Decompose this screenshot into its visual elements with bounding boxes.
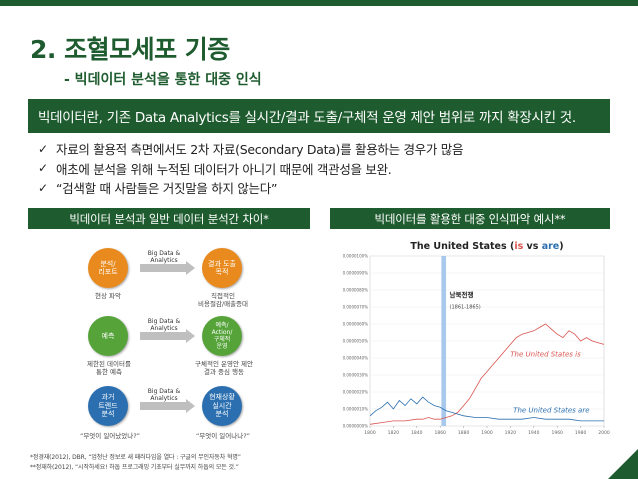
arrow-label: Big Data & Analytics	[147, 250, 181, 265]
definition-banner-text: 빅데이터란, 기존 Data Analytics를 실시간/결과 도출/구체적 …	[38, 110, 576, 126]
x-tick-label: 1980	[575, 430, 587, 436]
annotation-civil-war-years: (1861-1865)	[450, 305, 481, 311]
definition-banner: 빅데이터란, 기존 Data Analytics를 실시간/결과 도출/구체적 …	[28, 99, 610, 133]
series-line-is	[369, 323, 605, 425]
x-tick-label: 1920	[505, 430, 517, 436]
ngram-chart-svg: The United States (is vs are) 0.0000100% 0…	[343, 241, 610, 436]
bullet-item: ✓ 자료의 활용적 측면에서도 2차 자료(Secondary Data)를 활용…	[38, 139, 463, 159]
bullet-item: ✓ “검색할 때 사람들은 거짓말을 하지 않는다”	[38, 178, 463, 198]
footnote-2: **정재하(2012), “시작하세요! 하둡 프로그래밍 기초부터 실무까지 …	[30, 464, 239, 471]
arrow-icon	[140, 329, 195, 343]
x-tick-label: 1840	[411, 430, 423, 436]
y-tick-label: 0.0000100%	[343, 254, 369, 259]
bullet-item: ✓ 애초에 분석을 위해 누적된 데이터가 아니기 때문에 객관성을 보완.	[38, 159, 463, 179]
x-tick-label: 1900	[481, 430, 493, 436]
comparison-diagram: 분석/ 리포트 Big Data & Analytics 결과 도출 목적 현상…	[38, 236, 296, 448]
diagram-circle-left: 분석/ 리포트	[88, 248, 128, 288]
diagram-caption-right: “무엇이 일어나나?”	[195, 432, 251, 440]
y-tick-label: 0.0000040%	[343, 356, 369, 361]
checkmark-icon: ✓	[38, 180, 48, 195]
diagram-circle-left: 과거 트렌드 분석	[88, 386, 128, 426]
diagram-caption-left: 현상 파악	[95, 292, 121, 300]
diagram-circle-right: 결과 도출 목적	[202, 248, 242, 288]
arrow-label: Big Data & Analytics	[147, 388, 181, 403]
slide-title: 2. 조혈모세포 기증	[30, 35, 230, 64]
y-tick-label: 0.0000030%	[343, 373, 369, 378]
bullet-text: 자료의 활용적 측면에서도 2차 자료(Secondary Data)를 활용하…	[56, 142, 464, 158]
checkmark-icon: ✓	[38, 161, 48, 176]
x-tick-label: 1820	[388, 430, 400, 436]
right-panel-title: 빅데이터를 활용한 대중 인식파악 예시**	[374, 211, 566, 226]
bullet-text: 애초에 분석을 위해 누적된 데이터가 아니기 때문에 객관성을 보완.	[56, 161, 392, 177]
circle-label: 현재상황 실시간 분석	[209, 393, 235, 419]
x-tick-label: 1940	[528, 430, 540, 436]
diagram-circle-right: 현재상황 실시간 분석	[202, 386, 242, 426]
x-tick-label: 1860	[434, 430, 446, 436]
circle-label: 결과 도출 목적	[208, 259, 236, 276]
x-tick-label: 2000	[598, 430, 610, 436]
y-tick-label: 0.0000060%	[343, 322, 369, 327]
bullet-list: ✓ 자료의 활용적 측면에서도 2차 자료(Secondary Data)를 활용…	[38, 139, 463, 198]
series-label-is: The United States is	[510, 350, 581, 358]
y-tick-label: 0.0000000%	[343, 424, 369, 429]
diagram-circle-right: 예측/ Action/ 구체적 운영	[202, 316, 242, 356]
bullet-text: “검색할 때 사람들은 거짓말을 하지 않는다”	[56, 181, 278, 197]
left-panel-header: 빅데이터 분석과 일반 데이터 분석간 차이*	[28, 208, 310, 229]
diagram-caption-left: “무엇이 일어났었나?”	[79, 432, 141, 440]
checkmark-icon: ✓	[38, 141, 48, 156]
y-tick-label: 0.0000080%	[343, 288, 369, 293]
y-tick-label: 0.0000010%	[343, 407, 369, 412]
annotation-civil-war: 남북전쟁	[450, 290, 474, 299]
circle-label: 예측	[101, 331, 115, 340]
circle-label: 분석/ 리포트	[98, 259, 118, 276]
arrow-label: Big Data & Analytics	[147, 318, 181, 333]
series-line-are	[369, 396, 604, 422]
diagram-caption-left: 제한된 데이터를 통한 예측	[87, 360, 131, 377]
slide-subtitle: - 빅데이터 분석을 통한 대중 인식	[64, 72, 262, 88]
chart-title-part: are	[542, 241, 560, 252]
civil-war-band	[441, 256, 447, 426]
arrow-icon	[140, 261, 195, 275]
y-tick-label: 0.0000020%	[343, 390, 369, 395]
series-label-are: The United States are	[513, 406, 589, 414]
diagram-circle-left: 예측	[88, 316, 128, 356]
circle-label: 과거 트렌드 분석	[98, 393, 118, 419]
y-tick-label: 0.0000050%	[343, 339, 369, 344]
chart-title: The United States (is vs are)	[410, 241, 563, 252]
ngram-chart: The United States (is vs are) 0.0000100% 0…	[330, 236, 610, 448]
x-tick-label: 1960	[551, 430, 563, 436]
y-tick-label: 0.0000070%	[343, 305, 369, 310]
right-panel-header: 빅데이터를 활용한 대중 인식파악 예시**	[330, 208, 610, 229]
chart-title-part: )	[559, 241, 563, 252]
corner-accent	[608, 449, 638, 479]
x-tick-label: 1880	[458, 430, 470, 436]
arrow-icon	[140, 399, 195, 413]
left-panel-title: 빅데이터 분석과 일반 데이터 분석간 차이*	[69, 211, 269, 226]
circle-label: 예측/ Action/ 구체적 운영	[211, 321, 233, 351]
chart-title-part: The United States (	[410, 241, 514, 252]
y-tick-label: 0.0000090%	[343, 271, 369, 276]
diagram-caption-right: 구체적인 운영안 제안 결과 중심 행동	[195, 360, 253, 377]
chart-title-part: vs	[523, 241, 541, 252]
chart-title-part: is	[514, 241, 523, 252]
diagram-caption-right: 직접적인 비용절감/매출증대	[197, 292, 249, 309]
x-tick-label: 1800	[364, 430, 376, 436]
top-accent-bar	[0, 0, 638, 6]
footnote-1: *정경재(2012), DBR, “업청난 정보로 새 패러다임을 열다 : 구…	[30, 454, 241, 461]
